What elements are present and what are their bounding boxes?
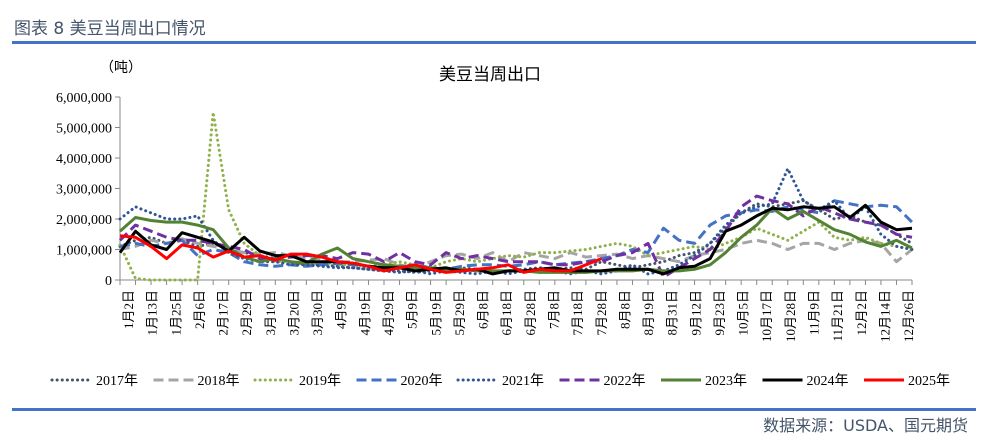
x-tick-label: 8月31日	[665, 290, 680, 336]
legend-label: 2021年	[502, 373, 544, 389]
x-tick-label: 3月20日	[286, 290, 301, 336]
x-tick-label: 9月12日	[688, 290, 703, 336]
x-tick-label: 12月14日	[877, 290, 892, 342]
legend-label: 2025年	[908, 373, 950, 389]
x-tick-label: 5月19日	[428, 290, 443, 336]
x-tick-label: 12月26日	[901, 290, 916, 342]
legend-label: 2018年	[198, 373, 240, 389]
y-tick-label: 1,000,000	[56, 244, 112, 259]
x-tick-label: 4月29日	[381, 290, 396, 336]
y-tick-label: 2,000,000	[56, 213, 112, 228]
x-tick-label: 9月23日	[712, 290, 727, 336]
series-line-2022	[118, 194, 913, 279]
series-line-2020	[119, 199, 914, 271]
y-tick-label: 3,000,000	[56, 183, 112, 198]
x-tick-label: 6月8日	[476, 290, 491, 329]
y-tick-label: 6,000,000	[56, 91, 112, 106]
y-tick-label: 0	[105, 274, 112, 289]
x-tick-label: 7月8日	[546, 290, 561, 329]
x-tick-label: 6月28日	[523, 290, 538, 336]
x-tick-label: 7月28日	[594, 290, 609, 336]
y-axis-unit: （吨）	[100, 60, 142, 76]
legend-label: 2019年	[299, 373, 341, 389]
chart-title: 美豆当周出口	[439, 65, 541, 84]
x-tick-label: 2月17日	[216, 290, 231, 336]
x-tick-label: 8月19日	[641, 290, 656, 336]
x-tick-label: 11月21日	[830, 290, 845, 342]
legend-label: 2020年	[401, 373, 443, 389]
figure-caption: 图表 8 美豆当周出口情况	[14, 19, 206, 39]
series-line-2024	[118, 203, 913, 276]
x-tick-label: 3月10日	[263, 290, 278, 336]
legend-label: 2023年	[705, 373, 747, 389]
y-tick-label: 5,000,000	[56, 122, 112, 137]
x-tick-label: 12月2日	[854, 290, 869, 336]
legend-label: 2017年	[96, 373, 138, 389]
y-tick-label: 4,000,000	[56, 152, 112, 167]
series-line-2019	[118, 110, 914, 282]
series-line-2025	[119, 234, 602, 274]
x-tick-label: 11月9日	[807, 290, 822, 335]
x-tick-label: 6月18日	[499, 290, 514, 336]
top-divider	[12, 41, 976, 44]
x-tick-label: 5月29日	[452, 290, 467, 336]
x-tick-label: 10月17日	[759, 290, 774, 342]
x-tick-label: 10月28日	[783, 290, 798, 342]
x-tick-label: 7月18日	[570, 290, 585, 336]
x-tick-label: 3月30日	[310, 290, 325, 336]
x-tick-label: 2月29日	[239, 290, 254, 336]
x-tick-label: 4月19日	[357, 290, 372, 336]
x-tick-label: 1月25日	[168, 290, 183, 336]
x-tick-label: 2月6日	[192, 290, 207, 329]
x-tick-label: 4月9日	[334, 290, 349, 329]
x-tick-label: 5月9日	[405, 290, 420, 329]
x-tick-label: 1月2日	[121, 290, 136, 329]
x-tick-label: 1月13日	[145, 290, 160, 336]
bottom-divider	[12, 408, 976, 411]
legend-label: 2024年	[807, 373, 849, 389]
x-tick-label: 10月5日	[736, 290, 751, 336]
legend-label: 2022年	[604, 373, 646, 389]
x-tick-label: 8月8日	[617, 290, 632, 329]
source-note: 数据来源：USDA、国元期货	[763, 416, 968, 435]
